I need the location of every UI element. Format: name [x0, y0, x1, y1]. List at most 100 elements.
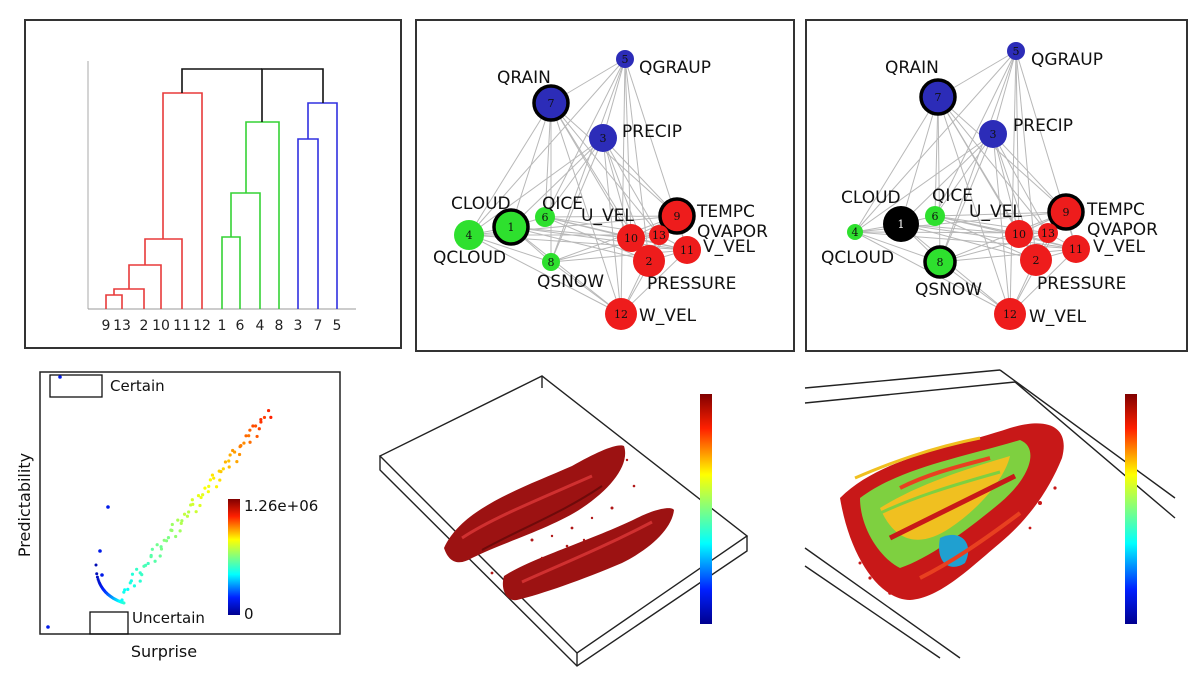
graph-node	[535, 207, 555, 227]
leaf-label: 13	[113, 318, 131, 334]
scatter-point	[95, 572, 99, 576]
graph-edge	[550, 58, 626, 263]
node-number: 4	[466, 229, 473, 242]
graph-edge	[992, 133, 1049, 234]
scatter-point	[170, 528, 174, 533]
scatter-point	[46, 625, 50, 629]
scatter-point	[176, 518, 180, 522]
graph-edge	[937, 96, 1011, 315]
y-axis-label: Predictability	[15, 453, 34, 557]
scatter-point	[218, 478, 222, 482]
graph-edge	[939, 133, 994, 263]
scatter-point	[266, 408, 271, 413]
node-number: 1	[508, 221, 515, 234]
scatter-point	[132, 584, 137, 588]
node-number: 6	[932, 210, 939, 223]
graph-edge	[602, 137, 632, 239]
surprise-predictability-plot: Predictability Surprise Certain Uncertai…	[15, 371, 341, 661]
scatter-point	[208, 478, 212, 482]
node-label: QICE	[542, 194, 583, 214]
scatter-point	[58, 375, 62, 379]
scatter-point	[150, 547, 154, 551]
graph-edge	[900, 133, 994, 225]
scatter-point	[259, 417, 263, 422]
graph-edge	[854, 50, 1017, 233]
node-label: QSNOW	[537, 272, 604, 292]
scatter-point	[212, 476, 216, 480]
graph-edge	[510, 137, 604, 228]
graph-panel-right: 1 CLOUD 2 PRESSURE 3 PRECIP 4 QCLOUD 5 QGRAUP 6 QIC…	[805, 19, 1188, 352]
scatter-point	[138, 579, 142, 583]
node-number: 7	[548, 97, 555, 110]
green-cluster	[221, 121, 280, 309]
bounding-box	[378, 375, 749, 667]
scatter-point	[178, 529, 182, 533]
node-number: 13	[1041, 227, 1055, 240]
scatter-point	[227, 465, 231, 469]
node-label: QCLOUD	[821, 248, 894, 268]
scatter-point	[191, 502, 195, 506]
leaf-label: 2	[140, 318, 149, 334]
node-number: 5	[622, 53, 629, 66]
variable-graph-right: 1 CLOUD 2 PRESSURE 3 PRECIP 4 QCLOUD 5 QGRAUP 6 QIC…	[821, 42, 1158, 330]
leaf-label: 10	[152, 318, 170, 334]
graph-edge	[624, 58, 632, 239]
node-label: CLOUD	[451, 194, 511, 214]
node-label: PRESSURE	[1037, 274, 1126, 294]
graph-edge	[1015, 50, 1020, 235]
graph-node	[492, 208, 530, 246]
scatter-point	[155, 543, 159, 547]
leaf-label: 7	[314, 318, 323, 334]
graph-edge	[544, 216, 650, 262]
scatter-point	[237, 452, 242, 457]
variable-graph-left: 1 CLOUD 2 PRESSURE 3 PRECIP 4 QCLOUD 5 QGRAUP 6QIC…	[433, 50, 768, 330]
scatter-point	[187, 510, 191, 514]
scatter-point	[235, 460, 239, 464]
graph-node	[589, 124, 617, 152]
scatter-point	[248, 428, 252, 432]
node-number: 9	[674, 210, 681, 223]
graph-edge	[510, 226, 622, 315]
graph-node	[1038, 223, 1058, 243]
node-number: 1	[898, 218, 905, 231]
scatter-point	[228, 453, 232, 457]
node-label: V_VEL	[703, 237, 756, 257]
graph-edge	[937, 96, 1049, 234]
scatter-points	[46, 375, 273, 629]
graph-node	[605, 298, 637, 330]
graph-edge	[937, 96, 1020, 235]
isosurface-band-upper	[444, 445, 626, 563]
graph-nodes: 1 CLOUD 2 PRESSURE 3 PRECIP 4 QCLOUD 5 QGRAUP 6 QIC…	[821, 42, 1158, 330]
leaf-label: 8	[275, 318, 284, 334]
scatter-point	[199, 495, 203, 500]
scatter-point	[149, 555, 153, 559]
graph-edge	[900, 223, 1037, 261]
graph-node	[923, 245, 957, 279]
graph-edge	[934, 215, 1037, 261]
x-axis-label: Surprise	[131, 642, 197, 661]
node-label: W_VEL	[1029, 307, 1087, 327]
graph-edge	[934, 96, 939, 217]
graph-edge	[544, 137, 604, 218]
scatter-point	[135, 567, 139, 571]
graph-edge	[468, 58, 626, 236]
node-number: 11	[680, 244, 694, 257]
scatter-point	[206, 490, 210, 494]
node-label: QVAPOR	[1087, 220, 1158, 240]
graph-node	[633, 245, 665, 277]
scatter-point	[159, 547, 164, 551]
scatter-point	[248, 440, 252, 444]
node-label: W_VEL	[639, 306, 697, 326]
graph-edge	[544, 102, 552, 218]
scatter-point	[130, 572, 135, 576]
scatter-point	[153, 559, 157, 563]
scatter-point	[221, 467, 225, 471]
scatter-point	[231, 448, 235, 453]
scatter-point	[128, 581, 132, 585]
node-number: 4	[852, 226, 859, 239]
node-label: QGRAUP	[1031, 50, 1103, 70]
node-label: U_VEL	[969, 202, 1022, 222]
scatter-point	[166, 536, 171, 540]
scatter-panel: Predictability Surprise Certain Uncertai…	[10, 365, 350, 675]
graph-node	[616, 50, 634, 68]
